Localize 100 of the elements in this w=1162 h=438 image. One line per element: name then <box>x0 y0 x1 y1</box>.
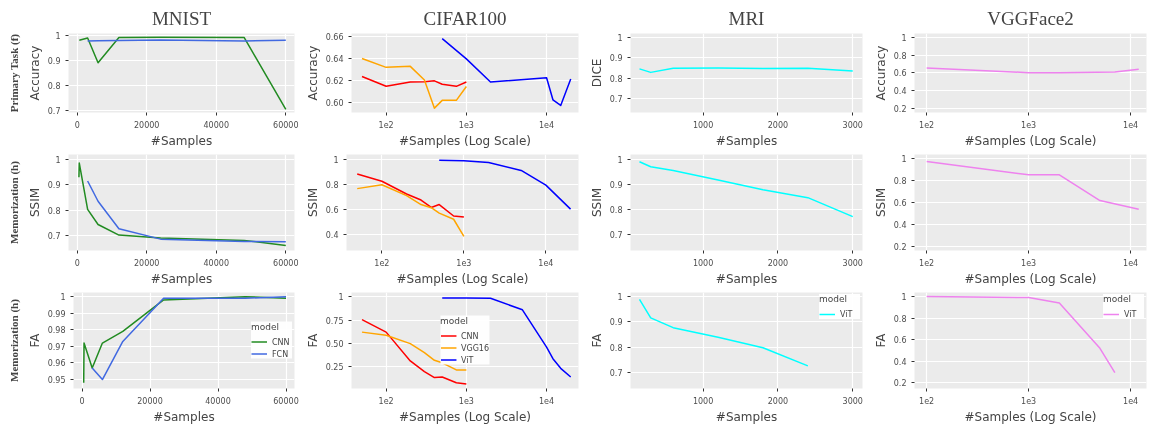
x-tick-label: 40000 <box>203 120 229 130</box>
line-series <box>86 180 287 243</box>
y-tick-label: 1 <box>333 156 339 166</box>
x-tick-label: 1e3 <box>458 120 474 130</box>
y-tick-label: 0.6 <box>893 69 907 79</box>
legend-label: CNN <box>272 336 291 347</box>
y-tick-label: 0.50 <box>325 339 344 349</box>
y-axis-title: SSIM <box>589 187 604 218</box>
x-tick-label: 1e4 <box>1123 258 1139 268</box>
x-tick-label: 3000 <box>842 396 863 406</box>
y-tick-label: 0.7 <box>609 95 623 105</box>
x-tick-label: 60000 <box>273 396 299 406</box>
x-axis-title: #Samples (Log Scale) <box>964 133 1097 148</box>
y-tick-label: 0.8 <box>47 81 61 91</box>
legend-label: FCN <box>272 348 290 359</box>
x-tick-label: 1e2 <box>374 258 390 268</box>
x-tick-label: 1e2 <box>919 258 935 268</box>
line-series <box>638 298 809 367</box>
x-tick-label: 2000 <box>767 396 789 406</box>
x-tick-label: 1e3 <box>458 396 474 406</box>
x-axis-title: #Samples <box>150 271 213 286</box>
x-axis-title: #Samples <box>150 133 213 148</box>
y-axis-title: SSIM <box>305 187 320 218</box>
y-tick-label: 1 <box>617 293 623 303</box>
x-tick-label: 1e3 <box>1021 396 1037 406</box>
y-tick-label: 0.8 <box>609 343 623 353</box>
y-tick-label: 1 <box>55 156 61 166</box>
x-tick-label: 20000 <box>137 396 163 406</box>
x-tick-label: 40000 <box>203 258 229 268</box>
x-tick-label: 0 <box>79 396 85 406</box>
x-tick-label: 60000 <box>273 258 299 268</box>
chart-title: VGGFace2 <box>987 7 1074 29</box>
x-tick-label: 2000 <box>767 120 789 130</box>
y-tick-label: 1 <box>901 155 907 165</box>
y-tick-label: 0.97 <box>47 342 66 352</box>
x-axis-title: #Samples (Log Scale) <box>964 409 1097 424</box>
legend-title: model <box>251 321 281 332</box>
y-axis-title: SSIM <box>27 187 42 218</box>
x-tick-label: 20000 <box>134 258 160 268</box>
y-tick-label: 0.8 <box>325 181 339 191</box>
y-tick-label: 0.95 <box>47 376 66 386</box>
x-axis-title: #Samples <box>715 409 778 424</box>
y-tick-label: 1 <box>60 293 66 303</box>
x-tick-label: 3000 <box>842 258 863 268</box>
text: Memorization (h) <box>7 160 21 244</box>
line-series <box>638 160 854 218</box>
legend-label: ViT <box>840 309 854 319</box>
text: Primary Task (f) <box>7 33 21 113</box>
y-tick-label: 0.8 <box>609 205 623 215</box>
y-tick-label: 0.7 <box>609 230 623 240</box>
y-tick-label: 0.9 <box>47 181 61 191</box>
x-tick-label: 1000 <box>692 396 714 406</box>
x-axis-title: #Samples (Log Scale) <box>396 271 529 286</box>
y-tick-label: 0.9 <box>609 54 623 64</box>
legend-label: ViT <box>460 354 475 365</box>
chart-title: MRI <box>728 7 765 29</box>
y-tick-label: 0.4 <box>893 357 907 367</box>
y-tick-label: 0.9 <box>47 56 61 66</box>
y-tick-label: 0.7 <box>47 231 61 241</box>
y-axis-title: FA <box>873 332 888 348</box>
x-tick-label: 0 <box>74 258 80 268</box>
x-tick-label: 40000 <box>205 396 231 406</box>
x-tick-label: 0 <box>74 120 80 130</box>
x-tick-label: 1e4 <box>539 396 555 406</box>
y-tick-label: 0.60 <box>325 99 344 109</box>
y-tick-label: 0.2 <box>893 242 907 252</box>
y-tick-label: 0.4 <box>893 87 907 97</box>
y-tick-label: 0.8 <box>893 314 907 324</box>
legend-title: model <box>819 294 849 304</box>
y-axis-title: FA <box>27 332 42 348</box>
x-tick-label: 1000 <box>692 258 714 268</box>
y-tick-label: 0.4 <box>893 220 907 230</box>
legend-title: model <box>1103 294 1133 304</box>
y-tick-label: 0.6 <box>325 206 339 216</box>
y-tick-label: 0.8 <box>47 206 61 216</box>
x-tick-label: 1e2 <box>378 120 394 130</box>
y-tick-label: 1 <box>617 155 623 165</box>
chart-title: MNIST <box>151 7 212 29</box>
x-tick-label: 1e3 <box>1021 258 1037 268</box>
y-tick-label: 1 <box>901 293 907 303</box>
y-tick-label: 0.62 <box>325 77 344 87</box>
y-tick-label: 0.2 <box>893 105 907 115</box>
chart-title: CIFAR100 <box>423 7 507 29</box>
y-tick-label: 0.98 <box>47 326 66 336</box>
y-axis-title: Accuracy <box>305 45 320 101</box>
y-tick-label: 0.99 <box>47 309 66 319</box>
y-axis-title: Accuracy <box>27 45 42 101</box>
legend-label: ViT <box>1124 309 1138 319</box>
y-tick-label: 0.8 <box>609 74 623 84</box>
legend-label: CNN <box>460 330 480 341</box>
line-series <box>78 162 287 247</box>
x-axis-title: #Samples <box>715 133 778 148</box>
y-tick-label: 0.75 <box>325 316 344 326</box>
x-tick-label: 1e4 <box>1123 396 1139 406</box>
y-tick-label: 0.4 <box>325 231 339 241</box>
x-tick-label: 1e2 <box>919 120 935 130</box>
x-tick-label: 3000 <box>842 120 863 130</box>
y-axis-title: Accuracy <box>873 45 888 101</box>
y-tick-label: 0.7 <box>47 106 61 116</box>
y-tick-label: 0.2 <box>893 378 907 388</box>
